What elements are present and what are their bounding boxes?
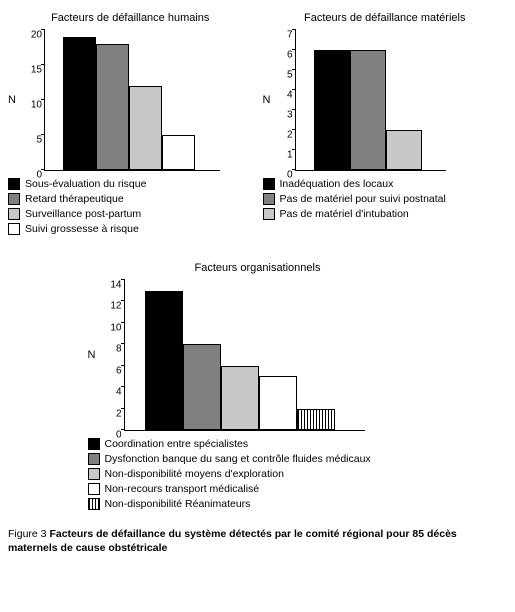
y-tick-label: 0 [116, 430, 125, 441]
y-tick-label: 4 [116, 387, 125, 398]
legend-swatch [263, 208, 275, 220]
y-tick-label: 12 [110, 301, 124, 312]
legend-org: Coordination entre spécialistes Dysfoncti… [88, 438, 428, 510]
legend-item: Inadéquation des locaux [263, 178, 508, 190]
legend-item: Dysfonction banque du sang et contrôle f… [88, 453, 428, 465]
plot-area: 02468101214 [124, 280, 365, 431]
y-tick-label: 5 [36, 135, 45, 146]
y-tick-label: 2 [287, 130, 296, 141]
y-tick-label: 10 [31, 100, 45, 111]
legend-item: Pas de matériel d'intubation [263, 208, 508, 220]
chart-title-human: Facteurs de défaillance humains [8, 12, 253, 24]
legend-item: Suivi grossesse à risque [8, 223, 253, 235]
legend-swatch [88, 498, 100, 510]
y-tick-label: 1 [287, 150, 296, 161]
panel-material: Facteurs de défaillance matériels N01234… [263, 10, 508, 238]
bar [129, 86, 162, 170]
y-tick-label: 5 [287, 70, 296, 81]
legend-label: Retard thérapeutique [25, 193, 124, 205]
legend-item: Non-disponibilité moyens d'exploration [88, 468, 428, 480]
legend-label: Suivi grossesse à risque [25, 223, 139, 235]
chart-material: N 01234567 [263, 30, 508, 170]
legend-item: Non-disponibilité Réanimateurs [88, 498, 428, 510]
legend-label: Pas de matériel d'intubation [280, 208, 409, 220]
y-axis-label: N [8, 94, 16, 106]
chart-human: N 05101520 [8, 30, 253, 170]
legend-item: Non-recours transport médicalisé [88, 483, 428, 495]
y-tick-label: 3 [287, 110, 296, 121]
legend-swatch [88, 468, 100, 480]
legend-swatch [8, 208, 20, 220]
legend-material: Inadéquation des locaux Pas de matériel p… [263, 178, 508, 220]
bar [96, 44, 129, 170]
y-tick-label: 15 [31, 65, 45, 76]
plot-area: 01234567 [295, 30, 446, 171]
plot-area: 05101520 [44, 30, 220, 171]
caption-prefix: Figure 3 [8, 528, 49, 540]
legend-label: Surveillance post-partum [25, 208, 141, 220]
panel-human: Facteurs de défaillance humains N0510152… [8, 10, 253, 238]
panel-org: Facteurs organisationnels N02468101214 C… [88, 260, 428, 513]
caption-bold: Facteurs de défaillance du système détec… [8, 528, 457, 554]
legend-item: Retard thérapeutique [8, 193, 253, 205]
y-axis-label: N [263, 94, 271, 106]
legend-label: Inadéquation des locaux [280, 178, 394, 190]
chart-title-org: Facteurs organisationnels [88, 262, 428, 274]
chart-title-material: Facteurs de défaillance matériels [263, 12, 508, 24]
legend-swatch [263, 193, 275, 205]
legend-human: Sous-évaluation du risqueRetard thérapeu… [8, 178, 253, 235]
legend-item: Coordination entre spécialistes [88, 438, 428, 450]
legend-label: Pas de matériel pour suivi postnatal [280, 193, 446, 205]
y-tick-label: 10 [110, 322, 124, 333]
y-tick-label: 20 [31, 30, 45, 41]
bar [221, 366, 259, 430]
legend-label: Non-disponibilité moyens d'exploration [105, 468, 284, 480]
legend-label: Coordination entre spécialistes [105, 438, 249, 450]
bar [63, 37, 96, 170]
legend-label: Non-disponibilité Réanimateurs [105, 498, 251, 510]
y-tick-label: 7 [287, 30, 296, 41]
bar [314, 50, 350, 170]
y-tick-label: 0 [287, 170, 296, 181]
legend-item: Pas de matériel pour suivi postnatal [263, 193, 508, 205]
legend-swatch [8, 178, 20, 190]
y-tick-label: 0 [36, 170, 45, 181]
bar [297, 409, 335, 430]
bar [183, 344, 221, 430]
legend-swatch [8, 193, 20, 205]
y-tick-label: 14 [110, 280, 124, 291]
legend-swatch [88, 453, 100, 465]
bar [350, 50, 386, 170]
bar [386, 130, 422, 170]
legend-swatch [263, 178, 275, 190]
bar [145, 291, 183, 430]
figure-caption: Figure 3 Facteurs de défaillance du syst… [8, 527, 507, 555]
legend-swatch [88, 483, 100, 495]
y-axis-label: N [88, 349, 96, 361]
legend-swatch [8, 223, 20, 235]
bar [259, 376, 297, 430]
y-tick-label: 2 [116, 408, 125, 419]
y-tick-label: 4 [287, 90, 296, 101]
legend-item: Surveillance post-partum [8, 208, 253, 220]
y-tick-label: 6 [116, 365, 125, 376]
legend-label: Dysfonction banque du sang et contrôle f… [105, 453, 371, 465]
legend-swatch [88, 438, 100, 450]
bar [162, 135, 195, 170]
y-tick-label: 8 [116, 344, 125, 355]
chart-org: N 02468101214 [88, 280, 428, 430]
y-tick-label: 6 [287, 50, 296, 61]
legend-label: Non-recours transport médicalisé [105, 483, 260, 495]
